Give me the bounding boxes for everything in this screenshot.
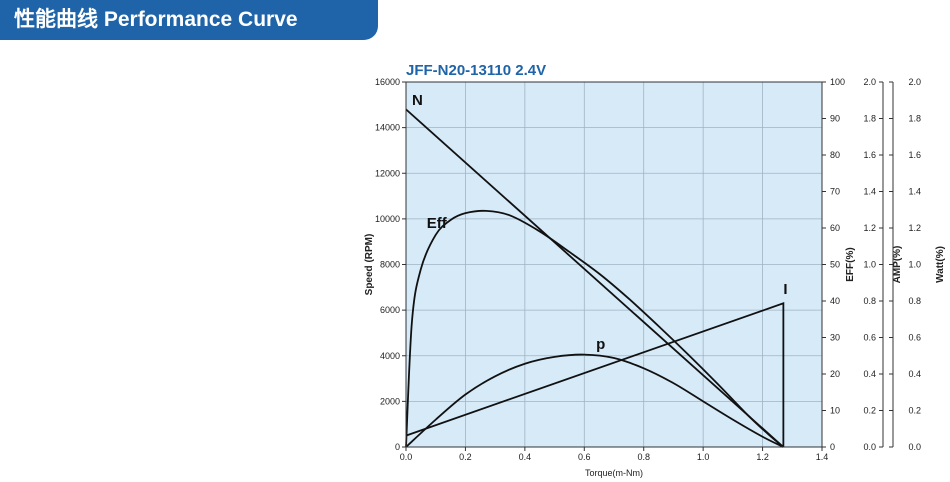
series-p-label: p (596, 336, 605, 353)
eff-tick-label: 30 (830, 333, 840, 343)
amp-tick-label: 0.0 (863, 442, 876, 452)
y-tick-label: 6000 (380, 305, 400, 315)
x-axis-label: Torque(m-Nm) (585, 468, 643, 478)
x-tick-label: 0.4 (519, 452, 532, 462)
eff-tick-label: 20 (830, 369, 840, 379)
watt-tick-label: 1.2 (908, 223, 921, 233)
watt-tick-label: 1.6 (908, 150, 921, 160)
x-tick-label: 0.2 (459, 452, 472, 462)
y-tick-label: 2000 (380, 396, 400, 406)
eff-tick-label: 80 (830, 150, 840, 160)
series-i-label: I (783, 281, 787, 298)
series-eff-label: Eff (427, 215, 448, 232)
y-tick-label: 10000 (375, 214, 400, 224)
eff-tick-label: 100 (830, 77, 845, 87)
header-title: 性能曲线 Performance Curve (0, 0, 378, 40)
x-tick-label: 0.0 (400, 452, 413, 462)
y-tick-label: 12000 (375, 168, 400, 178)
eff-tick-label: 10 (830, 406, 840, 416)
speed-axis-label: Speed (RPM) (364, 234, 375, 296)
x-tick-label: 0.6 (578, 452, 591, 462)
series-p-line (405, 353, 784, 448)
amp-tick-label: 0.4 (863, 369, 876, 379)
amp-tick-label: 1.4 (863, 187, 876, 197)
amp-tick-label: 1.8 (863, 114, 876, 124)
y-tick-label: 0 (395, 442, 400, 452)
eff-axis-label: EFF(%) (845, 247, 856, 281)
watt-tick-label: 0.2 (908, 406, 921, 416)
y-tick-label: 4000 (380, 351, 400, 361)
watt-axis-label: Watt(%) (935, 246, 946, 283)
x-tick-label: 1.4 (816, 452, 829, 462)
watt-tick-label: 0.8 (908, 296, 921, 306)
amp-tick-label: 1.0 (863, 260, 876, 270)
watt-tick-label: 0.0 (908, 442, 921, 452)
amp-tick-label: 2.0 (863, 77, 876, 87)
eff-tick-label: 60 (830, 223, 840, 233)
amp-tick-label: 0.6 (863, 333, 876, 343)
series-layer: N Eff Ip (405, 92, 788, 448)
eff-tick-label: 0 (830, 442, 835, 452)
series-eff-line (405, 209, 784, 448)
watt-tick-label: 1.4 (908, 187, 921, 197)
eff-tick-label: 40 (830, 296, 840, 306)
amp-tick-label: 1.2 (863, 223, 876, 233)
series-n-line (405, 108, 784, 448)
amp-axis-label: AMP(%) (892, 246, 903, 284)
y-tick-label: 16000 (375, 77, 400, 87)
amp-tick-label: 0.8 (863, 296, 876, 306)
amp-tick-label: 1.6 (863, 150, 876, 160)
eff-tick-label: 70 (830, 187, 840, 197)
x-tick-label: 1.2 (756, 452, 769, 462)
amp-tick-label: 0.2 (863, 406, 876, 416)
axes-layer: 0.0 0.2 0.4 0.6 0.8 1.0 1.2 1.4Torque(m-Nm)0200… (364, 77, 946, 478)
x-tick-label: 1.0 (697, 452, 710, 462)
eff-tick-label: 90 (830, 114, 840, 124)
watt-tick-label: 1.0 (908, 260, 921, 270)
watt-tick-label: 2.0 (908, 77, 921, 87)
x-tick-label: 0.8 (637, 452, 650, 462)
chart-title: JFF-N20-13110 2.4V (406, 62, 546, 79)
watt-tick-label: 0.4 (908, 369, 921, 379)
watt-tick-label: 0.6 (908, 333, 921, 343)
series-n-label: N (412, 92, 423, 109)
series-i-line (405, 302, 785, 447)
watt-tick-label: 1.8 (908, 114, 921, 124)
y-tick-label: 14000 (375, 123, 400, 133)
y-tick-label: 8000 (380, 260, 400, 270)
eff-tick-label: 50 (830, 260, 840, 270)
